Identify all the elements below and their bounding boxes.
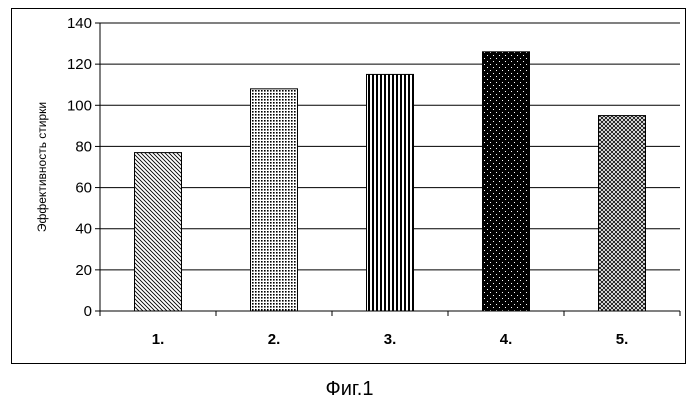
bars [135, 52, 646, 311]
figure-caption: Фиг.1 [0, 378, 699, 401]
x-category-label: 1. [152, 331, 165, 348]
x-category-label: 4. [500, 331, 513, 348]
y-axis-title: Эффективность стирки [35, 102, 49, 232]
bar-2 [251, 89, 298, 311]
y-tick-label: 20 [75, 262, 92, 279]
x-category-label: 5. [616, 331, 629, 348]
axis-labels: 0 20 40 60 80 100 120 140 1. 2. 3. 4. 5. Эффективност… [35, 15, 628, 348]
y-tick-label: 120 [67, 56, 92, 73]
bar-3 [367, 74, 414, 311]
x-category-label: 2. [268, 331, 281, 348]
x-category-label: 3. [384, 331, 397, 348]
y-tick-label: 60 [75, 180, 92, 197]
y-tick-label: 40 [75, 221, 92, 238]
y-tick-label: 80 [75, 138, 92, 155]
bar-1 [135, 153, 182, 311]
y-tick-label: 100 [67, 97, 92, 114]
bar-5 [599, 116, 646, 311]
bar-4 [483, 52, 530, 311]
y-tick-label: 140 [67, 15, 92, 32]
y-tick-label: 0 [84, 303, 92, 320]
